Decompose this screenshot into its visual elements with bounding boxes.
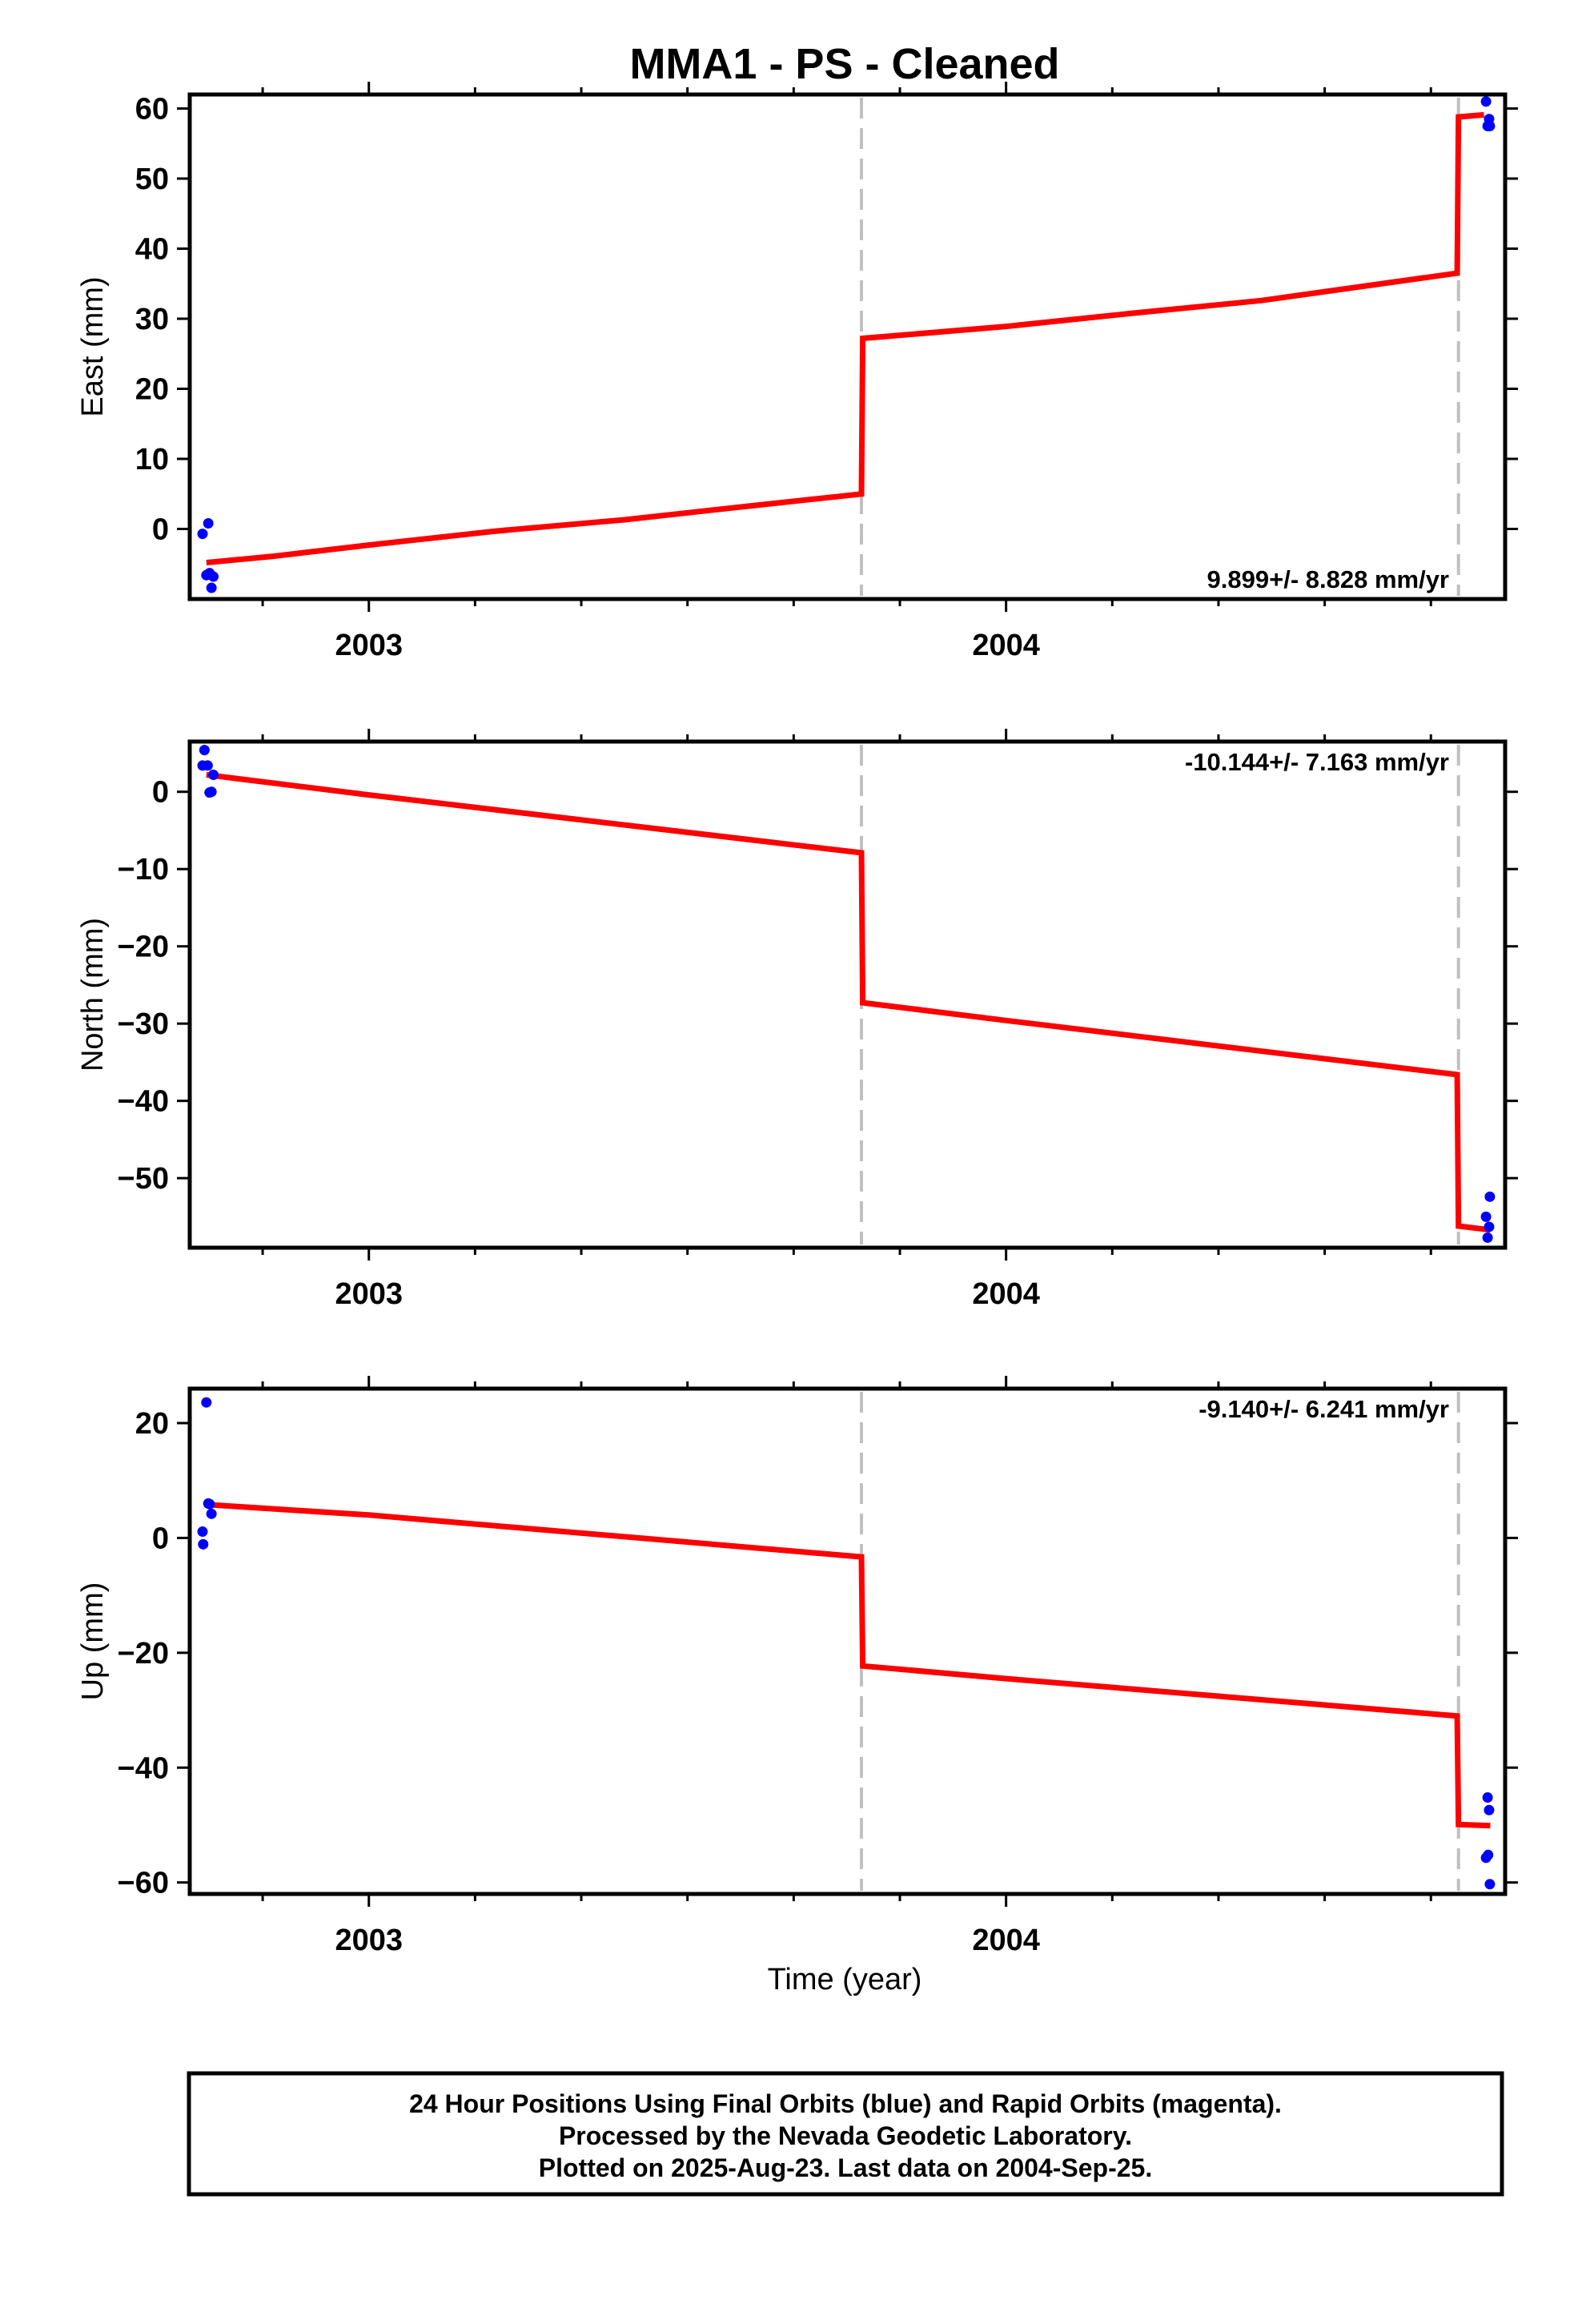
data-point-north bbox=[208, 769, 219, 780]
data-point-up bbox=[1482, 1792, 1493, 1803]
data-point-north bbox=[202, 760, 213, 771]
x-axis-label: Time (year) bbox=[768, 1963, 922, 1996]
panel-north: 0 −10 −20 −30 −40 −50 2003 2004 North (mm) -10.14… bbox=[76, 729, 1518, 1311]
x-tick-label: 2004 bbox=[972, 1924, 1040, 1957]
data-point-east bbox=[203, 518, 214, 529]
x-tick-label: 2004 bbox=[972, 1277, 1040, 1311]
panel-up: 20 0 −20 −40 −60 2003 2004 Up (mm) -9.140+/- 6.2… bbox=[76, 1376, 1518, 1957]
data-point-east bbox=[1484, 120, 1496, 131]
data-point-north bbox=[206, 786, 217, 798]
y-tick-label: −20 bbox=[118, 931, 169, 964]
panels: 0 10 20 30 40 50 60 2003 2004 East (mm) 9.899+/- 8… bbox=[76, 82, 1518, 1957]
y-tick-label: 40 bbox=[135, 233, 169, 267]
footer-box bbox=[187, 2071, 1504, 2197]
x-tick-label: 2003 bbox=[335, 1277, 403, 1311]
y-tick-label: −10 bbox=[118, 853, 169, 887]
y-tick-label: −30 bbox=[118, 1007, 169, 1041]
data-point-north bbox=[1480, 1211, 1492, 1222]
x-tick-label: 2004 bbox=[972, 629, 1040, 662]
y-tick-label: 0 bbox=[152, 513, 169, 547]
data-point-up bbox=[206, 1508, 217, 1519]
data-point-east bbox=[206, 582, 217, 593]
y-axis-label-up: Up (mm) bbox=[76, 1582, 110, 1701]
data-point-up bbox=[204, 1498, 215, 1510]
y-tick-label: −40 bbox=[118, 1751, 169, 1785]
data-point-up bbox=[1484, 1804, 1495, 1815]
fit-line-east bbox=[206, 111, 1484, 565]
x-tick-label: 2003 bbox=[335, 629, 403, 662]
plot-frame-up bbox=[187, 1386, 1508, 1896]
plot-frame-north bbox=[187, 739, 1508, 1250]
footer-line-1: 24 Hour Positions Using Final Orbits (bl… bbox=[409, 2089, 1282, 2118]
y-tick-label: 0 bbox=[152, 776, 169, 810]
data-point-north bbox=[1482, 1232, 1493, 1243]
y-axis-label-east: East (mm) bbox=[76, 276, 110, 416]
data-point-north bbox=[199, 745, 210, 756]
y-tick-label: −50 bbox=[118, 1162, 169, 1196]
x-tick-label: 2003 bbox=[335, 1924, 403, 1957]
data-point-up bbox=[197, 1526, 208, 1538]
data-point-up bbox=[198, 1538, 209, 1550]
data-point-east bbox=[197, 529, 208, 540]
data-point-up bbox=[201, 1397, 212, 1408]
y-tick-label: 20 bbox=[135, 373, 169, 407]
chart-title: MMA1 - PS - Cleaned bbox=[629, 40, 1059, 88]
y-tick-label: −20 bbox=[118, 1637, 169, 1671]
y-tick-label: 20 bbox=[135, 1407, 169, 1441]
y-tick-label: 60 bbox=[135, 93, 169, 127]
panel-east: 0 10 20 30 40 50 60 2003 2004 East (mm) 9.899+/- 8… bbox=[76, 82, 1518, 662]
y-tick-label: 30 bbox=[135, 303, 169, 336]
rate-label-up: -9.140+/- 6.241 mm/yr bbox=[1199, 1395, 1449, 1423]
data-point-north bbox=[1484, 1221, 1495, 1232]
y-tick-label: 10 bbox=[135, 443, 169, 476]
y-tick-label: −40 bbox=[118, 1085, 169, 1119]
plot-frame-east bbox=[187, 92, 1508, 601]
data-point-east bbox=[1480, 96, 1492, 107]
y-tick-label: 50 bbox=[135, 163, 169, 196]
footer-line-2: Processed by the Nevada Geodetic Laborat… bbox=[559, 2121, 1132, 2150]
rate-label-east: 9.899+/- 8.828 mm/yr bbox=[1207, 565, 1449, 593]
fit-line-north bbox=[206, 772, 1491, 1233]
fit-line-up bbox=[206, 1502, 1491, 1829]
footer-line-3: Plotted on 2025-Aug-23. Last data on 200… bbox=[539, 2153, 1152, 2182]
data-point-north bbox=[1484, 1191, 1496, 1202]
y-tick-label: −60 bbox=[118, 1867, 169, 1900]
y-axis-label-north: North (mm) bbox=[76, 918, 110, 1072]
data-point-up bbox=[1483, 1849, 1494, 1860]
data-point-east bbox=[208, 571, 219, 582]
data-point-up bbox=[1484, 1879, 1496, 1890]
rate-label-north: -10.144+/- 7.163 mm/yr bbox=[1185, 748, 1449, 776]
y-tick-label: 0 bbox=[152, 1522, 169, 1555]
